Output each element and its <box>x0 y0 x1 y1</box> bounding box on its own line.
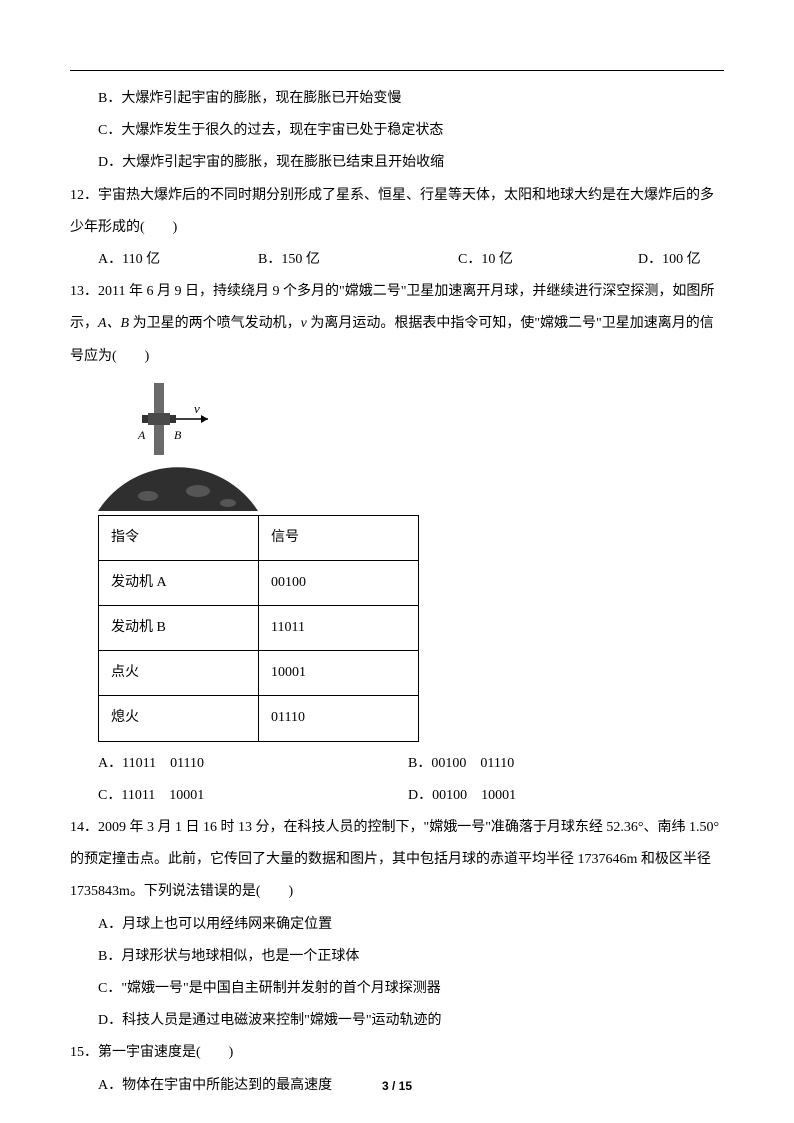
q12-option-a: A．110 亿 <box>98 244 258 276</box>
q13-stem-ab: A、B <box>98 316 129 331</box>
prev-option-c: C．大爆炸发生于很久的过去，现在宇宙已处于稳定状态 <box>70 115 724 147</box>
q12-stem: 12．宇宙热大爆炸后的不同时期分别形成了星系、恒星、行星等天体，太阳和地球大约是… <box>70 180 724 244</box>
q13-option-d: D．00100 10001 <box>408 780 516 812</box>
table-cell: 11011 <box>259 606 419 651</box>
page-number: 3 <box>382 1079 389 1093</box>
q12-option-c: C．10 亿 <box>458 244 638 276</box>
page-content: B．大爆炸引起宇宙的膨胀，现在膨胀已开始变慢 C．大爆炸发生于很久的过去，现在宇… <box>70 70 724 1102</box>
table-header-signal: 信号 <box>259 515 419 560</box>
table-cell: 00100 <box>259 560 419 605</box>
label-v: v <box>194 401 200 416</box>
q13-stem: 13．2011 年 6 月 9 日，持续绕月 9 个多月的"嫦娥二号"卫星加速离… <box>70 276 724 373</box>
q14-option-b: B．月球形状与地球相似，也是一个正球体 <box>70 941 724 973</box>
q13-option-c: C．11011 10001 <box>98 780 408 812</box>
table-cell: 01110 <box>259 696 419 741</box>
q14-option-d: D．科技人员是通过电磁波来控制"嫦娥一号"运动轨迹的 <box>70 1005 724 1037</box>
label-b: B <box>174 428 182 442</box>
q13-option-a: A．11011 01110 <box>98 748 408 780</box>
table-header-cmd: 指令 <box>99 515 259 560</box>
prev-option-b: B．大爆炸引起宇宙的膨胀，现在膨胀已开始变慢 <box>70 83 724 115</box>
q13-command-table: 指令 信号 发动机 A 00100 发动机 B 11011 点火 10001 熄… <box>98 515 419 742</box>
table-cell: 发动机 A <box>99 560 259 605</box>
table-cell: 点火 <box>99 651 259 696</box>
page-footer: 3 / 15 <box>0 1079 794 1093</box>
q14-option-a: A．月球上也可以用经纬网来确定位置 <box>70 909 724 941</box>
q12-option-b: B．150 亿 <box>258 244 458 276</box>
table-cell: 熄火 <box>99 696 259 741</box>
q13-figure: A B v <box>98 381 258 511</box>
satellite-moon-diagram: A B v <box>98 381 258 511</box>
page-total: 15 <box>399 1079 412 1093</box>
q13-stem-part2: 为卫星的两个喷气发动机， <box>129 316 301 331</box>
q13-options-row1: A．11011 01110 B．00100 01110 <box>70 748 724 780</box>
q13-option-b: B．00100 01110 <box>408 748 514 780</box>
page-sep: / <box>389 1079 399 1093</box>
table-cell: 发动机 B <box>99 606 259 651</box>
q15-stem: 15．第一宇宙速度是( ) <box>70 1037 724 1069</box>
prev-option-d: D．大爆炸引起宇宙的膨胀，现在膨胀已结束且开始收缩 <box>70 147 724 179</box>
q14-stem: 14．2009 年 3 月 1 日 16 时 13 分，在科技人员的控制下，"嫦… <box>70 812 724 909</box>
table-cell: 10001 <box>259 651 419 696</box>
label-a: A <box>137 428 146 442</box>
q13-options-row2: C．11011 10001 D．00100 10001 <box>70 780 724 812</box>
q12-option-d: D．100 亿 <box>638 244 701 276</box>
q14-option-c: C．"嫦娥一号"是中国自主研制并发射的首个月球探测器 <box>70 973 724 1005</box>
q12-options: A．110 亿 B．150 亿 C．10 亿 D．100 亿 <box>70 244 724 276</box>
